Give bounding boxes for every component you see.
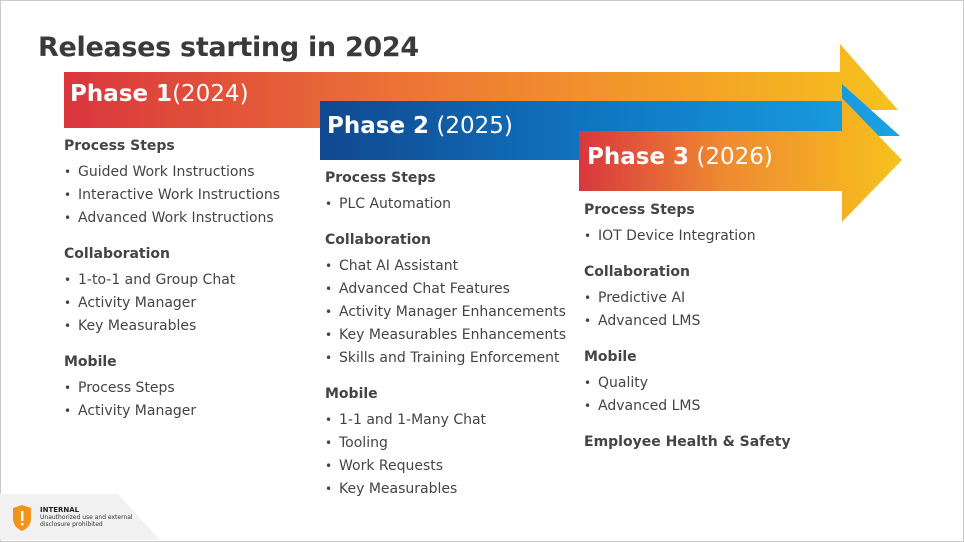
phase-1-name: Phase 1 — [70, 81, 173, 107]
section-title: Mobile — [64, 354, 117, 370]
phase-2-column: Process Steps PLC Automation Collaborati… — [325, 170, 575, 517]
section-title: Collaboration — [325, 232, 432, 248]
list-item: Chat AI Assistant — [325, 255, 575, 278]
list-item: Predictive AI — [584, 287, 834, 310]
list-item: Quality — [584, 372, 834, 395]
list-item: 1-1 and 1-Many Chat — [325, 409, 575, 432]
phase-3-mobile: Mobile Quality Advanced LMS — [584, 349, 834, 418]
list-item: Key Measurables — [325, 478, 575, 501]
badge-subtitle: Unauthorized use and external disclosure… — [40, 514, 133, 528]
list-item: Key Measurables — [64, 315, 314, 338]
phase-3-column: Process Steps IOT Device Integration Col… — [584, 202, 834, 466]
phase-3-employee-health-safety: Employee Health & Safety — [584, 434, 834, 450]
phase-1-column: Process Steps Guided Work Instructions I… — [64, 138, 314, 439]
section-title: Collaboration — [64, 246, 171, 262]
phase-1-process-steps: Process Steps Guided Work Instructions I… — [64, 138, 314, 230]
phase-3-collaboration: Collaboration Predictive AI Advanced LMS — [584, 264, 834, 333]
section-title: Mobile — [325, 386, 378, 402]
phase-3-year: (2026) — [696, 144, 773, 170]
phase-1-collaboration: Collaboration 1-to-1 and Group Chat Acti… — [64, 246, 314, 338]
phase-2-year: (2025) — [436, 113, 513, 139]
section-title: Process Steps — [584, 202, 695, 218]
list-item: Interactive Work Instructions — [64, 184, 314, 207]
list-item: IOT Device Integration — [584, 225, 834, 248]
phase-3-label: Phase 3 (2026) — [587, 144, 773, 170]
phase-3-process-steps: Process Steps IOT Device Integration — [584, 202, 834, 248]
list-item: Process Steps — [64, 377, 314, 400]
list-item: Activity Manager — [64, 400, 314, 423]
internal-badge-background — [0, 494, 160, 540]
phase-3-arrow — [579, 98, 902, 222]
list-item: Advanced Chat Features — [325, 278, 575, 301]
phase-2-name: Phase 2 — [327, 113, 430, 139]
shield-icon — [13, 505, 31, 531]
list-item: Advanced Work Instructions — [64, 207, 314, 230]
phase-2-label: Phase 2 (2025) — [327, 113, 513, 139]
list-item: Tooling — [325, 432, 575, 455]
list-item: Skills and Training Enforcement — [325, 347, 575, 370]
phase-2-collaboration: Collaboration Chat AI Assistant Advanced… — [325, 232, 575, 370]
internal-badge: INTERNAL Unauthorized use and external d… — [40, 506, 135, 528]
list-item: Activity Manager Enhancements — [325, 301, 575, 324]
section-title: Employee Health & Safety — [584, 434, 791, 450]
phase-3-name: Phase 3 — [587, 144, 690, 170]
badge-title: INTERNAL — [40, 506, 80, 514]
list-item: Guided Work Instructions — [64, 161, 314, 184]
phase-1-mobile: Mobile Process Steps Activity Manager — [64, 354, 314, 423]
phase-1-label: Phase 1(2024) — [70, 81, 249, 107]
list-item: Work Requests — [325, 455, 575, 478]
section-title: Process Steps — [64, 138, 175, 154]
list-item: Activity Manager — [64, 292, 314, 315]
page-title: Releases starting in 2024 — [38, 32, 419, 63]
phase-1-year: (2024) — [172, 81, 249, 107]
list-item: Advanced LMS — [584, 310, 834, 333]
section-title: Process Steps — [325, 170, 436, 186]
list-item: PLC Automation — [325, 193, 575, 216]
section-title: Mobile — [584, 349, 637, 365]
section-title: Collaboration — [584, 264, 691, 280]
list-item: 1-to-1 and Group Chat — [64, 269, 314, 292]
phase-2-process-steps: Process Steps PLC Automation — [325, 170, 575, 216]
list-item: Advanced LMS — [584, 395, 834, 418]
phase-2-mobile: Mobile 1-1 and 1-Many Chat Tooling Work … — [325, 386, 575, 501]
list-item: Key Measurables Enhancements — [325, 324, 575, 347]
